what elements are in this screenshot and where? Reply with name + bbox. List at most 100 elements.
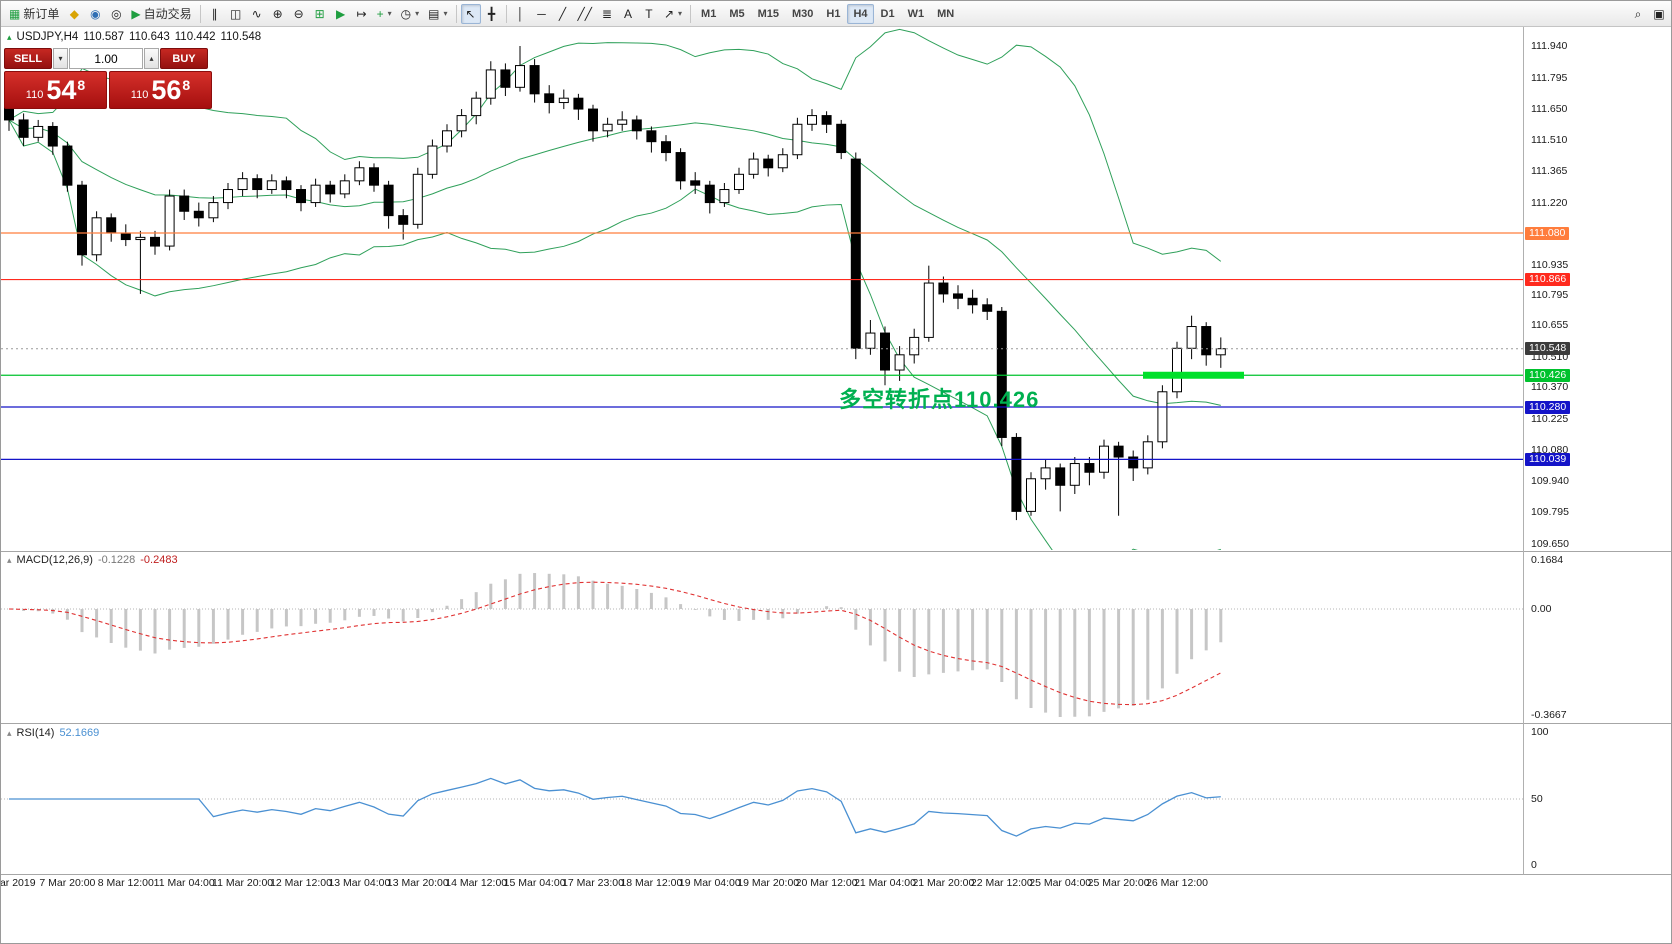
- market-watch-button[interactable]: ◆: [64, 4, 84, 24]
- main-toolbar: ▦ 新订单 ◆ ◉ ◎ ▶ 自动交易 ∥ ◫ ∿ ⊕ ⊖ ⊞ ▶ ↦ + ▾ ◷ ▾…: [1, 1, 1671, 27]
- volume-increase-button[interactable]: ▴: [144, 48, 159, 69]
- chevron-down-icon: ▾: [443, 9, 448, 18]
- macd-signal-value: -0.2483: [140, 554, 178, 566]
- trendline-tool-button[interactable]: ╱: [553, 4, 573, 24]
- vertical-line-icon: │: [516, 6, 525, 21]
- price-tick: 109.940: [1531, 474, 1569, 487]
- price-scale[interactable]: 111.940 111.795 111.650 111.510 111.365 111.2…: [1524, 27, 1671, 875]
- buy-button[interactable]: BUY: [160, 48, 208, 69]
- sound-button[interactable]: ◎: [106, 4, 126, 24]
- time-label: 11 Mar 20:00: [212, 877, 274, 889]
- templates-button[interactable]: ▤ ▾: [424, 4, 451, 24]
- bar-chart-button[interactable]: ∥: [205, 4, 225, 24]
- pane-collapse-icon[interactable]: ▴: [7, 727, 12, 738]
- timeframe-m15-button[interactable]: M15: [752, 4, 785, 24]
- text-tool-button[interactable]: A: [618, 4, 638, 24]
- chart-title-icon: ▴: [7, 31, 12, 42]
- fibonacci-tool-button[interactable]: ≣: [597, 4, 617, 24]
- time-label: 12 Mar 12:00: [270, 877, 332, 889]
- price-tick: 109.795: [1531, 506, 1569, 519]
- volume-decrease-button[interactable]: ▾: [53, 48, 68, 69]
- rsi-group: [1, 777, 1523, 837]
- volume-input[interactable]: [69, 48, 143, 69]
- time-label: 25 Mar 04:00: [1029, 877, 1092, 889]
- bid-quote-button[interactable]: 110 54 8: [4, 71, 107, 109]
- zoom-in-button[interactable]: ⊕: [268, 4, 288, 24]
- price-tag: 111.080: [1525, 226, 1570, 240]
- time-label: 7 Mar 20:00: [39, 877, 96, 889]
- macd-label: ▴ MACD(12,26,9) -0.1228 -0.2483: [7, 554, 178, 566]
- chart-shift-icon: ↦: [356, 6, 367, 21]
- price-tick: 109.650: [1531, 538, 1569, 550]
- candles-group: [4, 46, 1226, 521]
- price-tag: 110.039: [1525, 452, 1571, 466]
- shapes-tool-button[interactable]: ↗ ▾: [660, 4, 686, 24]
- auto-scroll-button[interactable]: ▶: [331, 4, 351, 24]
- time-label: 8 Mar 12:00: [97, 877, 154, 889]
- ohlc-low: 110.442: [174, 31, 216, 43]
- rsi-name: RSI(14): [16, 727, 55, 739]
- new-order-button[interactable]: ▦ 新订单: [5, 4, 63, 24]
- price-tick: 110.225: [1531, 412, 1569, 425]
- periods-button[interactable]: ◷ ▾: [397, 4, 424, 24]
- zoom-out-button[interactable]: ⊖: [289, 4, 309, 24]
- ask-quote-button[interactable]: 110 56 8: [109, 71, 212, 109]
- chart-annotation[interactable]: 多空转折点110.426: [839, 387, 1040, 412]
- line-chart-button[interactable]: ∿: [247, 4, 267, 24]
- macd-scale-zero: 0.00: [1531, 603, 1552, 615]
- price-tag: 110.548: [1525, 342, 1571, 356]
- time-label: 7 Mar 2019: [1, 877, 36, 889]
- rsi-label: ▴ RSI(14) 52.1669: [7, 727, 99, 739]
- horizontal-line-tool-button[interactable]: ─: [532, 4, 552, 24]
- timeframe-m1-button[interactable]: M1: [695, 4, 722, 24]
- timeframe-m5-button[interactable]: M5: [723, 4, 750, 24]
- price-tick: 111.650: [1531, 103, 1568, 116]
- time-label: 15 Mar 04:00: [503, 877, 566, 889]
- auto-scroll-icon: ▶: [335, 6, 346, 21]
- horizontal-lines-group[interactable]: [1, 232, 1523, 461]
- timeframe-group: M1 M5 M15 M30 H1 H4 D1 W1 MN: [695, 3, 960, 24]
- chevron-down-icon: ▾: [415, 9, 420, 18]
- search-button[interactable]: ⌕: [1628, 4, 1648, 24]
- timeframe-h1-button[interactable]: H1: [820, 4, 846, 24]
- search-icon: ⌕: [1634, 6, 1642, 21]
- time-label: 17 Mar 23:00: [562, 877, 624, 889]
- terminal-button[interactable]: ◉: [85, 4, 105, 24]
- autotrading-button[interactable]: ▶ 自动交易: [127, 4, 195, 24]
- toolbar-separator: [199, 4, 201, 23]
- macd-main-value: -0.1228: [97, 554, 136, 566]
- time-label: 21 Mar 20:00: [912, 877, 975, 889]
- new-order-icon: ▦: [9, 6, 21, 21]
- timeframe-h4-button[interactable]: H4: [847, 3, 874, 24]
- label-tool-button[interactable]: T: [639, 4, 659, 24]
- macd-name: MACD(12,26,9): [16, 554, 93, 566]
- timeframe-mn-button[interactable]: MN: [931, 4, 960, 24]
- ohlc-close: 110.548: [220, 31, 262, 43]
- price-tick: 111.220: [1531, 196, 1568, 209]
- macd-scale-bottom: -0.3667: [1531, 709, 1567, 721]
- timeframe-w1-button[interactable]: W1: [902, 4, 931, 24]
- timeframe-d1-button[interactable]: D1: [875, 4, 901, 24]
- price-tick: 110.795: [1531, 289, 1569, 301]
- indicators-button[interactable]: + ▾: [373, 4, 396, 24]
- vertical-line-tool-button[interactable]: │: [511, 4, 531, 24]
- candlestick-chart-button[interactable]: ◫: [226, 4, 246, 24]
- price-tag: 110.426: [1525, 368, 1571, 382]
- rsi-scale-mid: 50: [1531, 793, 1543, 805]
- cursor-tool-button[interactable]: ↖: [460, 3, 481, 24]
- line-chart-icon: ∿: [251, 6, 262, 21]
- text-icon: A: [623, 6, 632, 21]
- channel-tool-button[interactable]: ╱╱: [574, 4, 596, 24]
- pane-collapse-icon[interactable]: ▴: [7, 554, 12, 565]
- dock-button[interactable]: ▣: [1649, 4, 1669, 24]
- chevron-down-icon: ▾: [678, 9, 683, 18]
- zoom-out-icon: ⊖: [293, 6, 304, 21]
- timeframe-m30-button[interactable]: M30: [786, 4, 819, 24]
- tile-windows-button[interactable]: ⊞: [310, 4, 330, 24]
- rsi-value: 52.1669: [59, 727, 100, 739]
- chart-shift-button[interactable]: ↦: [352, 4, 372, 24]
- sell-button[interactable]: SELL: [4, 48, 52, 69]
- crosshair-tool-button[interactable]: ╋: [482, 4, 502, 24]
